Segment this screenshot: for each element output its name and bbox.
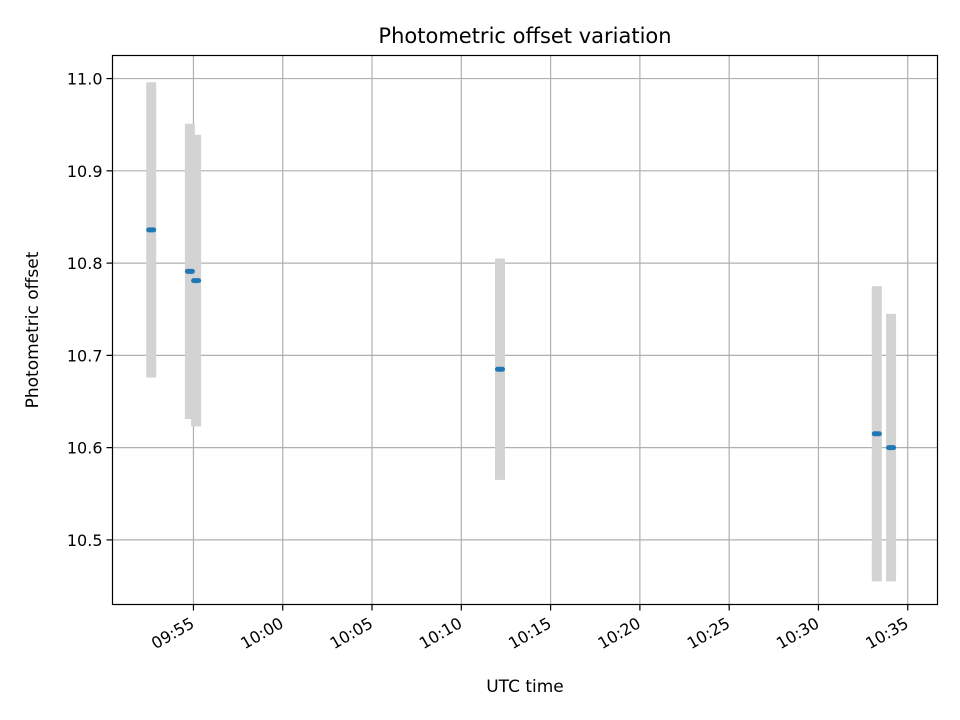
data-points [146,227,897,451]
x-axis-label: UTC time [486,677,564,697]
data-point [886,445,897,451]
y-tick-label: 10.6 [67,439,103,458]
y-tick-label: 10.7 [67,346,103,365]
x-tick-label: 10:05 [327,614,376,654]
data-point [184,268,195,274]
y-tick-label: 10.8 [67,254,103,273]
y-axis-label: Photometric offset [23,251,43,408]
error-bars [146,82,897,582]
plot-frame [111,54,939,606]
x-tick-label: 10:10 [416,614,465,654]
y-tick-label: 11.0 [67,70,103,89]
data-point [146,227,157,233]
x-tick-label: 10:20 [594,614,643,654]
y-tick-label: 10.5 [67,531,103,550]
x-tick-label: 10:00 [237,614,286,654]
x-axis-ticks: 09:55 10:00 10:05 10:10 10:15 10:20 10:25 10:30… [148,604,912,654]
data-point [191,278,202,284]
grid [112,55,938,605]
data-point [871,431,882,437]
data-point [495,366,505,372]
chart-title: Photometric offset variation [378,24,671,48]
y-axis-ticks: 10.5 10.6 10.7 10.8 10.9 11.0 [67,70,113,550]
x-tick-label: 09:55 [148,614,197,654]
x-tick-label: 10:35 [862,614,911,654]
y-tick-label: 10.9 [67,162,103,181]
x-tick-label: 10:25 [684,614,733,654]
x-tick-label: 10:15 [505,614,554,654]
x-tick-label: 10:30 [773,614,822,654]
